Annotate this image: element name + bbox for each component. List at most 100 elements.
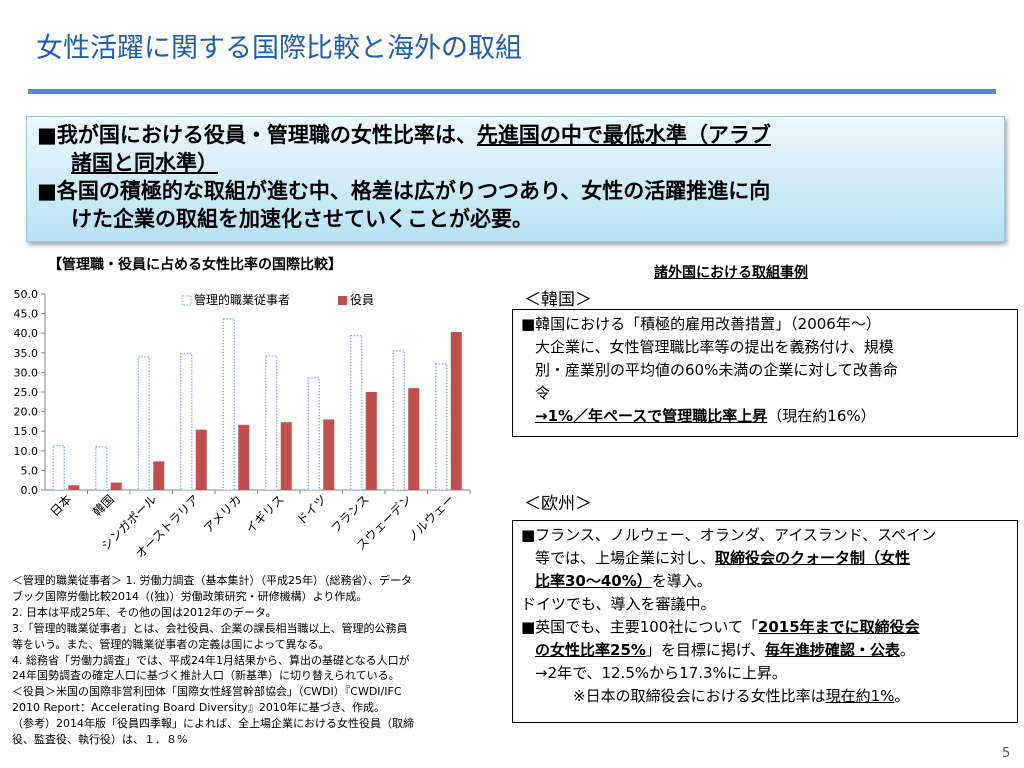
bar-manager-5 xyxy=(265,355,278,491)
summary-line-1-prefix: ■我が国における役員・管理職の女性比率は、 xyxy=(37,123,477,147)
europe-line-5-emphasis: 2015年までに取締役会 xyxy=(757,618,920,636)
bar-manager-0 xyxy=(52,445,65,491)
note-line-10: （参考）2014年版「役員四季報」によれば、全上場企業における女性役員（取締 xyxy=(12,717,414,731)
korea-line-5: →1%／年ペースで管理職比率上昇（現在約16%） xyxy=(521,405,1009,428)
bar-executive-1 xyxy=(110,482,122,490)
europe-line-6: の女性比率25%」を目標に掲げ、毎年進捗確認・公表。 xyxy=(521,639,1009,662)
bar-manager-4 xyxy=(222,317,235,491)
europe-line-8-prefix: ※日本の取締役会における女性比率は xyxy=(573,687,826,705)
europe-line-1: ■フランス、ノルウェー、オランダ、アイスランド、スペイン xyxy=(521,526,937,544)
europe-line-8: ※日本の取締役会における女性比率は現在約1%。 xyxy=(521,685,1009,708)
europe-line-7: →2年で、12.5%から17.3%に上昇。 xyxy=(535,664,787,682)
europe-line-6-middle: 」を目標に掲げ、 xyxy=(645,641,765,659)
korea-line-1: ■韓国における「積極的雇用改善措置」（2006年～） xyxy=(521,315,881,333)
summary-box: ■我が国における役員・管理職の女性比率は、先進国の中で最低水準（アラブ 諸国と同… xyxy=(26,116,1005,242)
europe-line-2: 等では、上場企業に対し、取締役会のクォータ制（女性 xyxy=(521,547,1009,570)
page-number: 5 xyxy=(1002,746,1011,761)
summary-line-2: 諸国と同水準） xyxy=(37,149,992,177)
europe-line-2-emphasis: 取締役会のクォータ制（女性 xyxy=(715,549,911,567)
europe-line-3-suffix: を導入。 xyxy=(651,572,712,590)
europe-line-4: ドイツでも、導入を審議中。 xyxy=(521,595,716,613)
title-divider xyxy=(28,89,996,94)
note-line-11: 役、監査役、執行役）は、１．８% xyxy=(12,733,188,747)
legend-swatch-executive xyxy=(338,296,347,305)
korea-line-5-suffix: （現在約16%） xyxy=(767,407,876,425)
chart-title: 【管理職・役員に占める女性比率の国際比較】 xyxy=(48,257,342,273)
y-tick-label: 45.0 xyxy=(14,308,39,321)
summary-line-2-emphasis: 諸国と同水準） xyxy=(71,151,218,175)
bar-chart: 0.0 5.0 10.0 15.0 20.0 25.0 30.0 35.0 40.0 45.0 50… xyxy=(14,288,471,561)
bar-executive-5 xyxy=(280,422,292,490)
y-tick-label: 5.0 xyxy=(21,464,39,477)
category-label: ノルウェー xyxy=(405,492,457,544)
europe-line-6-suffix: 。 xyxy=(899,641,915,659)
summary-line-4: けた企業の取組を加速化させていくことが必要。 xyxy=(71,207,533,231)
korea-label: ＜韓国＞ xyxy=(524,290,592,310)
note-line-5: 等をいう。また、管理的職業従事者の定義は国によって異なる。 xyxy=(12,637,330,651)
summary-line-1-emphasis: 先進国の中で最低水準（アラブ xyxy=(476,123,771,147)
europe-line-6-emphasis-2: 毎年進捗確認・公表 xyxy=(764,641,900,659)
page-title: 女性活躍に関する国際比較と海外の取組 xyxy=(36,33,522,64)
bar-executive-2 xyxy=(153,461,165,490)
category-label: イギリス xyxy=(243,492,287,536)
europe-line-3: 比率30～40%）を導入。 xyxy=(521,570,1009,593)
korea-line-4: 令 xyxy=(535,384,551,402)
europe-case-box: ■フランス、ノルウェー、オランダ、アイスランド、スペイン 等では、上場企業に対し… xyxy=(512,520,1018,723)
europe-line-2-prefix: 等では、上場企業に対し、 xyxy=(535,549,716,567)
category-label: アメリカ xyxy=(201,492,244,535)
y-tick-label: 20.0 xyxy=(14,406,39,419)
y-tick-label: 50.0 xyxy=(14,288,39,301)
category-label: フランス xyxy=(328,492,372,536)
note-line-8: ＜役員＞米国の国際非営利団体「国際女性経営幹部協会」（CWDI）『CWDI/IF… xyxy=(12,685,402,699)
legend-swatch-manager xyxy=(181,295,192,306)
category-label: 韓国 xyxy=(90,492,117,519)
bar-manager-9 xyxy=(435,363,448,491)
y-tick-label: 0.0 xyxy=(21,484,39,497)
note-line-3: 2. 日本は平成25年、その他の国は2012年のデータ。 xyxy=(12,605,277,619)
summary-line-3: ■各国の積極的な取組が進む中、格差は広がりつつあり、女性の活躍推進に向 xyxy=(37,179,771,203)
bar-executive-0 xyxy=(68,485,80,490)
bar-executive-6 xyxy=(323,419,335,490)
y-tick-label: 35.0 xyxy=(14,347,39,360)
y-tick-label: 15.0 xyxy=(14,425,39,438)
europe-line-5-prefix: ■英国でも、主要100社について「 xyxy=(521,618,758,636)
summary-line-1: ■我が国における役員・管理職の女性比率は、先進国の中で最低水準（アラブ xyxy=(37,121,992,149)
korea-line-2: 大企業に、女性管理職比率等の提出を義務付け、規模 xyxy=(535,338,894,356)
bar-executive-3 xyxy=(195,429,207,490)
note-line-7: 24年国勢調査の確定人口に基づく推計人口（新基準）に切り替えられている。 xyxy=(12,669,400,683)
korea-line-5-emphasis: →1%／年ペースで管理職比率上昇 xyxy=(535,407,768,425)
bar-executive-9 xyxy=(450,332,462,490)
bar-manager-8 xyxy=(392,350,405,491)
korea-case-box: ■韓国における「積極的雇用改善措置」（2006年～） 大企業に、女性管理職比率等… xyxy=(512,309,1018,437)
y-tick-label: 30.0 xyxy=(14,366,39,379)
note-line-1: ＜管理的職業従事者＞ 1. 労働力調査（基本集計）（平成25年）（総務省）、デー… xyxy=(12,574,412,587)
korea-line-3: 別・産業別の平均値の60%未満の企業に対して改善命 xyxy=(535,361,898,379)
bar-manager-1 xyxy=(95,446,108,491)
bar-executive-8 xyxy=(408,388,420,490)
europe-line-6-emphasis-1: の女性比率25% xyxy=(535,641,646,659)
bar-executive-7 xyxy=(365,392,377,490)
cases-title: 諸外国における取組事例 xyxy=(654,265,808,281)
europe-line-3-emphasis: 比率30～40%） xyxy=(535,572,652,590)
bar-executive-4 xyxy=(238,424,250,490)
bar-manager-6 xyxy=(307,377,320,491)
bar-manager-3 xyxy=(180,352,193,491)
note-line-2: ブック国際労働比較2014（(独)）労働政策研究・研修機構）より作成。 xyxy=(12,589,368,603)
category-label: ドイツ xyxy=(294,492,329,527)
europe-line-5: ■英国でも、主要100社について「2015年までに取締役会 xyxy=(521,616,1009,639)
category-label: 日本 xyxy=(47,492,74,519)
y-tick-label: 40.0 xyxy=(14,327,39,340)
note-line-4: 3.「管理的職業従事者」とは、会社役員、企業の課長相当職以上、管理的公務員 xyxy=(12,621,408,635)
europe-line-8-suffix: 。 xyxy=(894,687,910,705)
chart-notes: ＜管理的職業従事者＞ 1. 労働力調査（基本集計）（平成25年）（総務省）、デー… xyxy=(12,573,504,748)
bar-manager-7 xyxy=(350,334,363,491)
y-tick-label: 25.0 xyxy=(14,386,39,399)
legend-label-manager: 管理的職業従事者 xyxy=(194,292,290,307)
bar-manager-2 xyxy=(137,356,150,491)
legend-label-executive: 役員 xyxy=(350,292,374,307)
europe-line-8-emphasis: 現在約1% xyxy=(825,687,895,705)
y-tick-label: 10.0 xyxy=(14,445,39,458)
note-line-6: 4. 総務省「労働力調査」では、平成24年1月結果から、算出の基礎となる人口が xyxy=(12,653,410,667)
note-line-9: 2010 Report：Accelerating Board Diversity… xyxy=(12,701,386,715)
europe-label: ＜欧州＞ xyxy=(524,494,592,514)
